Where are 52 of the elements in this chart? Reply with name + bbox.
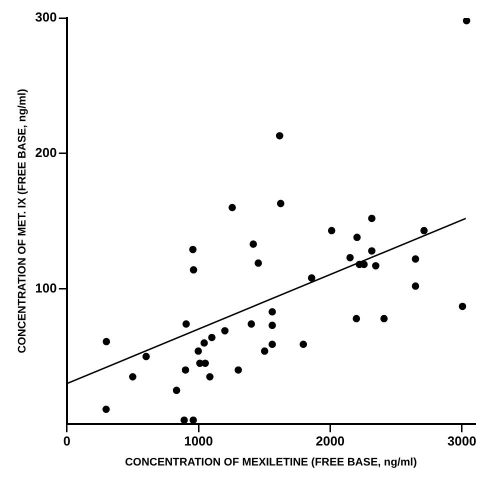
point bbox=[380, 314, 388, 322]
point bbox=[142, 352, 150, 360]
y-tick-label: 100 bbox=[35, 280, 57, 296]
point bbox=[221, 327, 229, 334]
point bbox=[268, 322, 276, 330]
point bbox=[276, 132, 284, 140]
point bbox=[208, 334, 216, 342]
point bbox=[328, 226, 336, 234]
x-axis-title: CONCENTRATION OF MEXILETINE (FREE BASE, ng/ml) bbox=[124, 456, 418, 468]
y-tick-label: 300 bbox=[35, 10, 57, 25]
point bbox=[206, 373, 214, 381]
point bbox=[353, 234, 361, 242]
point bbox=[276, 200, 284, 208]
point bbox=[202, 360, 209, 367]
point bbox=[194, 347, 202, 355]
point bbox=[420, 226, 428, 234]
point bbox=[352, 314, 360, 322]
point bbox=[102, 406, 110, 414]
point bbox=[268, 308, 276, 316]
point bbox=[182, 320, 190, 328]
point bbox=[102, 338, 110, 346]
point bbox=[172, 386, 180, 394]
x-tick-label: 0 bbox=[63, 434, 71, 449]
point bbox=[250, 240, 258, 248]
point bbox=[346, 254, 354, 262]
y-axis-title: CONCENTRATION OF MET. IX (FREE BASE, ng/ml) bbox=[16, 88, 29, 354]
point bbox=[412, 282, 420, 290]
x-tick-label: 1000 bbox=[184, 434, 213, 449]
point bbox=[372, 262, 380, 270]
point bbox=[182, 366, 190, 374]
point bbox=[190, 416, 197, 424]
point bbox=[180, 416, 188, 424]
x-tick-label: 2000 bbox=[316, 434, 345, 449]
point bbox=[368, 214, 376, 222]
point bbox=[300, 340, 308, 348]
y-tick-label: 200 bbox=[35, 144, 57, 160]
point bbox=[268, 340, 276, 348]
point bbox=[234, 366, 242, 374]
x-tick-label: 3000 bbox=[447, 434, 476, 449]
point bbox=[368, 247, 376, 255]
point bbox=[462, 18, 470, 24]
point bbox=[260, 347, 268, 355]
point bbox=[190, 266, 198, 274]
point bbox=[200, 339, 208, 347]
point bbox=[308, 274, 316, 282]
point bbox=[458, 302, 466, 310]
point bbox=[248, 320, 256, 328]
point bbox=[129, 373, 136, 381]
point bbox=[412, 255, 420, 263]
point bbox=[254, 259, 262, 267]
point bbox=[189, 246, 197, 254]
point bbox=[228, 204, 236, 212]
